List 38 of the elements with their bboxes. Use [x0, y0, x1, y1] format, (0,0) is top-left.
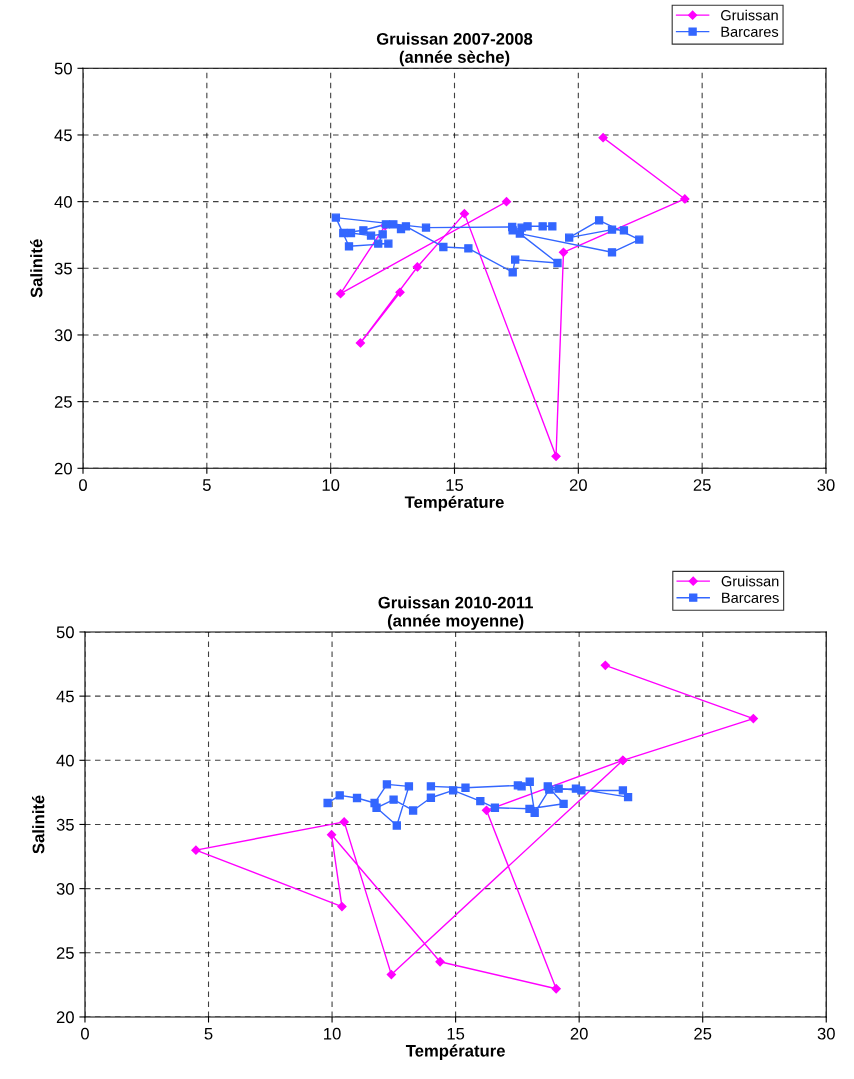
x-tick-label: 10: [324, 1027, 341, 1040]
legend-label: Gruissan: [721, 575, 779, 587]
y-tick-label: 30: [54, 329, 72, 342]
x-tick-label: 30: [817, 479, 835, 491]
x-tick-label: 20: [569, 479, 587, 491]
y-tick-label: 50: [54, 62, 72, 75]
y-axis-title: Salinité: [30, 239, 43, 298]
y-tick-label: 20: [54, 462, 72, 475]
x-axis-title: Température: [405, 1044, 505, 1060]
x-tick-label: 15: [447, 1027, 465, 1040]
y-tick-label: 45: [56, 690, 74, 703]
y-tick-label: 30: [56, 883, 74, 895]
x-tick-label: 20: [570, 1027, 588, 1040]
chart-title: Gruissan 2010-2011 (année moyenne): [378, 596, 533, 630]
x-tick-label: 5: [202, 479, 211, 491]
x-axis-title: Température: [404, 495, 504, 512]
legend-label: Barcares: [721, 26, 779, 37]
x-tick-label: 10: [322, 479, 340, 491]
y-axis-title: Salinité: [32, 795, 45, 854]
x-tick-label: 25: [693, 479, 711, 491]
x-tick-label: 15: [446, 479, 464, 491]
y-tick-label: 35: [54, 262, 72, 275]
x-tick-label: 25: [694, 1027, 712, 1040]
y-tick-label: 20: [56, 1011, 74, 1024]
y-tick-label: 40: [56, 754, 74, 767]
y-tick-label: 25: [56, 947, 74, 959]
y-tick-label: 25: [54, 396, 72, 408]
y-tick-label: 50: [56, 626, 74, 639]
x-tick-label: 0: [80, 1027, 89, 1040]
y-tick-label: 35: [56, 818, 74, 831]
x-tick-label: 5: [204, 1027, 213, 1040]
legend-label: Gruissan: [721, 9, 778, 21]
legend-label: Barcares: [722, 592, 779, 603]
x-tick-label: 30: [817, 1027, 835, 1040]
x-tick-label: 0: [79, 479, 87, 491]
y-tick-label: 40: [54, 196, 72, 208]
chart-title: Gruissan 2007-2008 (année sèche): [376, 32, 533, 67]
y-tick-label: 45: [54, 129, 72, 142]
